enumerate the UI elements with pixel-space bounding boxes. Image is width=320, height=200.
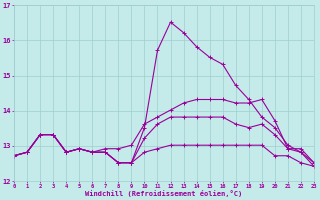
X-axis label: Windchill (Refroidissement éolien,°C): Windchill (Refroidissement éolien,°C): [85, 190, 243, 197]
